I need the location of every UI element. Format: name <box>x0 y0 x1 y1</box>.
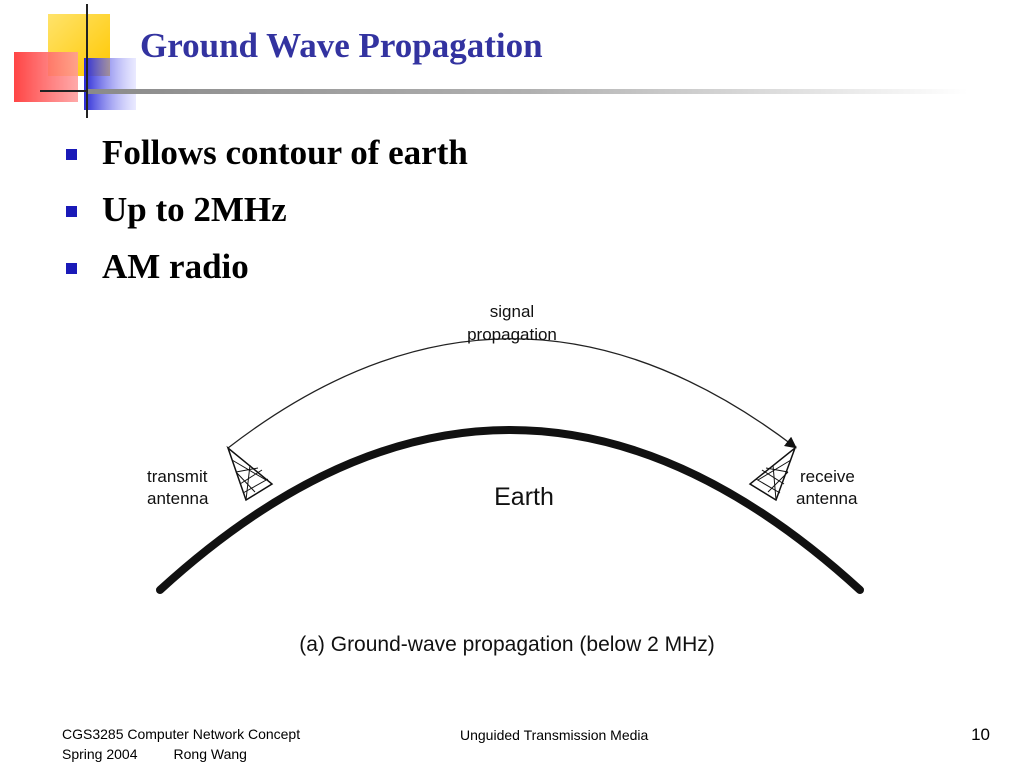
transmit-antenna-label: antenna <box>147 489 209 508</box>
footer-course: CGS3285 Computer Network Concept <box>62 726 301 742</box>
slide-title: Ground Wave Propagation <box>140 26 543 65</box>
propagation-label: propagation <box>467 325 557 344</box>
bullet-text: Up to 2MHz <box>102 190 287 229</box>
transmit-label: transmit <box>147 467 208 486</box>
logo-blue-square <box>84 58 136 110</box>
footer-term: Spring 2004 <box>62 746 138 762</box>
transmit-antenna-icon <box>226 445 274 502</box>
receive-antenna-icon <box>748 445 797 502</box>
square-bullet-icon <box>66 206 77 217</box>
footer-topic: Unguided Transmission Media <box>460 727 649 743</box>
page-number: 10 <box>971 725 990 744</box>
bullet-text: AM radio <box>102 247 249 286</box>
bullet-text: Follows contour of earth <box>102 133 468 172</box>
signal-label: signal <box>490 302 534 321</box>
bullet-item: Up to 2MHz <box>62 185 468 242</box>
footer-author: Rong Wang <box>173 746 247 762</box>
decorative-logo <box>14 4 145 118</box>
footer-course-info: CGS3285 Computer Network Concept Spring … <box>62 724 300 764</box>
receive-label: receive <box>800 467 855 486</box>
square-bullet-icon <box>66 149 77 160</box>
bullet-item: Follows contour of earth <box>62 128 468 185</box>
square-bullet-icon <box>66 263 77 274</box>
footer-term-line: Spring 2004 Rong Wang <box>62 744 300 764</box>
diagram-caption: (a) Ground-wave propagation (below 2 MHz… <box>299 633 715 656</box>
logo-red-square <box>14 52 78 102</box>
receive-antenna-label: antenna <box>796 489 858 508</box>
bullet-list: Follows contour of earth Up to 2MHz AM r… <box>62 128 468 299</box>
bullet-item: AM radio <box>62 242 468 299</box>
signal-propagation-arrow <box>227 338 797 449</box>
earth-label: Earth <box>494 483 554 511</box>
title-underline <box>88 89 968 94</box>
earth-surface-arc <box>156 426 864 594</box>
